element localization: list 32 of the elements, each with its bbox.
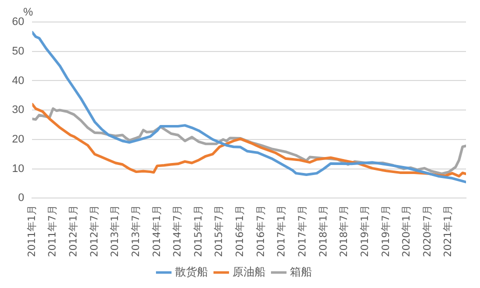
legend-label: 箱船 xyxy=(290,265,312,278)
x-tick-label: 2013年7月 xyxy=(130,205,142,257)
x-tick-label: 2020年1月 xyxy=(400,205,413,257)
y-tick-label: 50 xyxy=(12,45,24,58)
y-tick-label: 40 xyxy=(12,74,24,87)
x-tick-label: 2015年1月 xyxy=(192,205,204,257)
x-tick-label: 2017年7月 xyxy=(296,205,308,257)
x-tick-label: 2015年7月 xyxy=(213,205,226,257)
x-tick-label: 2012年7月 xyxy=(88,205,100,257)
legend-label: 原油船 xyxy=(232,265,266,278)
y-tick-label: 10 xyxy=(12,162,24,175)
x-tick-label: 2011年1月 xyxy=(26,205,38,257)
y-tick-label: 0 xyxy=(18,192,24,204)
y-tick-label: 30 xyxy=(12,104,24,116)
x-tick-label: 2021年1月 xyxy=(442,205,454,257)
x-tick-label: 2019年1月 xyxy=(358,205,371,257)
legend-label: 散货船 xyxy=(174,265,208,278)
x-tick-label: 2016年1月 xyxy=(234,205,246,257)
x-tick-label: 2013年1月 xyxy=(109,205,122,257)
x-tick-label: 2020年7月 xyxy=(421,205,434,257)
x-tick-label: 2014年1月 xyxy=(150,205,163,257)
x-tick-label: 2017年1月 xyxy=(276,205,288,257)
x-tick-label: 2016年7月 xyxy=(254,205,267,257)
x-tick-label: 2018年1月 xyxy=(317,205,330,257)
x-tick-label: 2019年7月 xyxy=(380,205,392,257)
y-tick-label: 20 xyxy=(12,133,24,146)
y-tick-label: 60 xyxy=(12,16,24,28)
x-tick-label: 2012年1月 xyxy=(67,205,80,257)
x-tick-label: 2014年7月 xyxy=(172,205,184,257)
x-tick-label: 2011年7月 xyxy=(46,205,59,257)
y-axis-title: % xyxy=(23,6,34,19)
x-tick-label: 2018年7月 xyxy=(338,205,350,257)
